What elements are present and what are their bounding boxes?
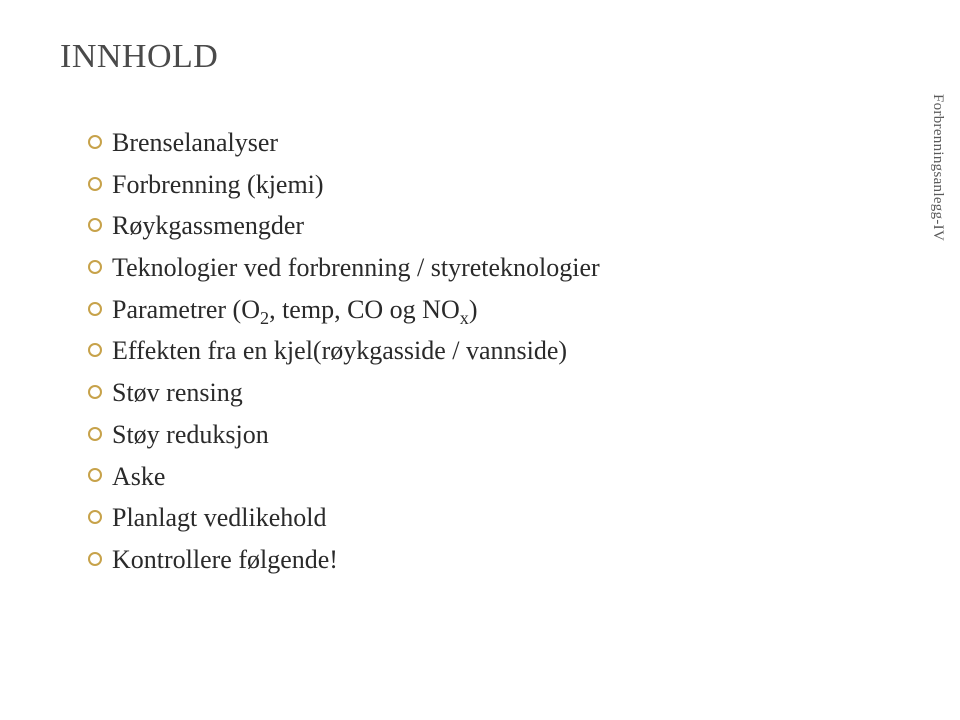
list-item: Støv rensing xyxy=(88,374,910,412)
list-item: Røykgassmengder xyxy=(88,207,910,245)
list-item: Brenselanalyser xyxy=(88,124,910,162)
list-item: Støy reduksjon xyxy=(88,416,910,454)
list-item: Teknologier ved forbrenning / styretekno… xyxy=(88,249,910,287)
list-item: Effekten fra en kjel(røykgasside / vanns… xyxy=(88,332,910,370)
bullet-list: Brenselanalyser Forbrenning (kjemi) Røyk… xyxy=(60,124,910,579)
list-item: Planlagt vedlikehold xyxy=(88,499,910,537)
list-item: Kontrollere følgende! xyxy=(88,541,910,579)
page-title: INNHOLD xyxy=(60,38,910,76)
list-item: Parametrer (O2, temp, CO og NOx) xyxy=(88,291,910,329)
side-label: Forbrenningsanlegg-IV xyxy=(929,94,946,241)
list-item: Aske xyxy=(88,458,910,496)
list-item: Forbrenning (kjemi) xyxy=(88,166,910,204)
slide: INNHOLD Brenselanalyser Forbrenning (kje… xyxy=(0,0,960,720)
